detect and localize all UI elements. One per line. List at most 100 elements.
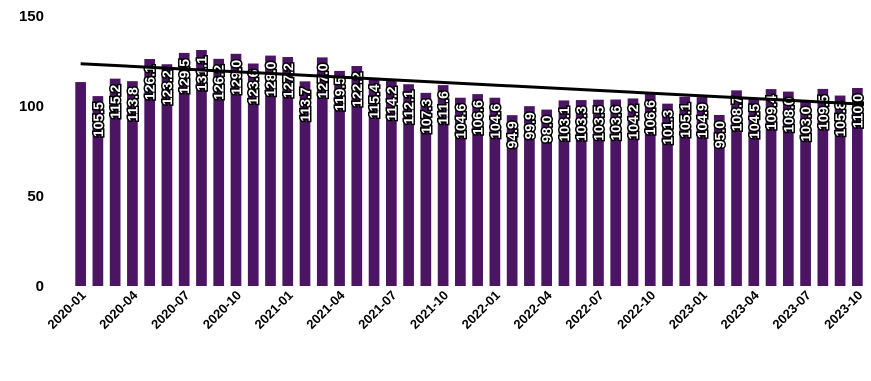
bar — [230, 53, 242, 286]
bar — [627, 98, 639, 286]
bar — [748, 97, 760, 287]
bar — [489, 97, 501, 286]
y-tick-label: 100 — [19, 98, 44, 115]
data-label: 113.7 — [297, 87, 313, 121]
data-label: 111.6 — [435, 91, 451, 125]
x-tick-label: 2022-01 — [459, 288, 503, 332]
bar — [282, 57, 294, 286]
data-label: 126.1 — [142, 65, 158, 100]
data-label: 126.2 — [211, 65, 227, 100]
data-label: 104.6 — [487, 104, 503, 139]
x-tick-label: 2022-04 — [510, 287, 555, 332]
data-label: 94.9 — [504, 121, 520, 148]
data-label: 103.3 — [573, 106, 589, 141]
x-tick-label: 2021-07 — [355, 288, 399, 332]
y-tick-label: 50 — [27, 188, 44, 205]
x-tick-label: 2023-01 — [666, 288, 710, 332]
data-label: 107.3 — [418, 99, 434, 134]
trendline-path — [80, 62, 865, 106]
bar — [161, 64, 173, 287]
data-label: 104.9 — [694, 103, 710, 138]
data-label: 98.0 — [539, 115, 555, 142]
x-tick-label: 2022-10 — [614, 288, 658, 332]
data-label: 123.2 — [159, 70, 175, 105]
x-tick-label: 2020-04 — [96, 287, 141, 332]
bar — [109, 78, 121, 286]
bar — [472, 94, 483, 287]
bar-series — [75, 50, 863, 287]
data-label: 127.0 — [314, 63, 330, 98]
bar — [351, 66, 363, 286]
bar — [385, 80, 397, 286]
data-label: 106.6 — [642, 100, 658, 135]
bar — [852, 88, 863, 286]
bar — [437, 85, 449, 287]
data-label: 106.6 — [470, 100, 486, 135]
data-label: 131.1 — [193, 56, 209, 91]
data-label: 103.5 — [590, 105, 606, 140]
y-axis-ticks: 0 50 100 150 — [19, 8, 44, 295]
data-label: 95.0 — [711, 121, 727, 148]
data-label: 129.0 — [228, 60, 244, 95]
bar — [731, 90, 742, 286]
data-label: 105.8 — [832, 101, 848, 136]
data-label: 115.4 — [366, 84, 382, 118]
bar — [75, 82, 86, 286]
x-axis-ticks: 2020-01 2020-04 2020-07 2020-10 2021-01 2021-… — [44, 287, 865, 332]
bar — [782, 91, 794, 286]
bar — [679, 96, 691, 286]
x-tick-label: 2020-07 — [148, 288, 192, 332]
bar — [247, 63, 259, 286]
data-label: 103.6 — [608, 105, 624, 140]
data-label: 123.6 — [245, 69, 261, 104]
y-tick-label: 150 — [19, 8, 44, 25]
data-label: 108.0 — [780, 97, 796, 132]
bar — [316, 57, 328, 287]
data-label: 108.7 — [729, 96, 745, 131]
x-tick-label: 2021-04 — [303, 287, 348, 332]
data-label: 127.2 — [280, 63, 296, 98]
x-tick-label: 2023-10 — [821, 288, 865, 332]
y-tick-label: 0 — [36, 278, 44, 295]
bar — [506, 115, 518, 287]
data-label: 129.5 — [176, 59, 192, 94]
data-label: 119.5 — [332, 77, 348, 111]
bar — [593, 99, 604, 286]
data-label: 103.1 — [556, 106, 572, 141]
data-label: 113.8 — [124, 87, 140, 121]
bar — [644, 94, 656, 287]
bar — [178, 52, 190, 287]
data-label: 105.1 — [677, 103, 693, 138]
bar — [92, 96, 104, 286]
data-label: 103.0 — [798, 106, 814, 141]
bar — [558, 100, 570, 286]
bar — [662, 103, 673, 286]
bar — [834, 95, 846, 286]
x-tick-label: 2023-07 — [769, 288, 813, 332]
data-label: 114.2 — [383, 86, 399, 120]
x-tick-label: 2020-10 — [200, 288, 244, 332]
data-label: 112.1 — [401, 90, 417, 124]
data-label: 110.0 — [849, 94, 865, 128]
data-label: 104.5 — [746, 104, 762, 139]
bar — [541, 109, 553, 286]
bar — [265, 55, 276, 286]
bar — [575, 100, 587, 286]
bar — [765, 89, 777, 286]
x-tick-label: 2021-10 — [407, 288, 451, 332]
x-tick-label: 2020-01 — [44, 288, 88, 332]
bar — [696, 97, 708, 287]
bar — [368, 78, 380, 286]
bar — [420, 92, 432, 286]
data-label: 104.6 — [452, 104, 468, 139]
data-label: 115.2 — [107, 84, 123, 118]
data-label: 99.9 — [521, 112, 537, 139]
data-label: 128.0 — [263, 61, 279, 96]
bar — [213, 58, 225, 287]
trendline — [80, 62, 865, 106]
data-label: 109.5 — [815, 95, 831, 130]
bar — [403, 84, 414, 286]
bar — [800, 100, 811, 286]
